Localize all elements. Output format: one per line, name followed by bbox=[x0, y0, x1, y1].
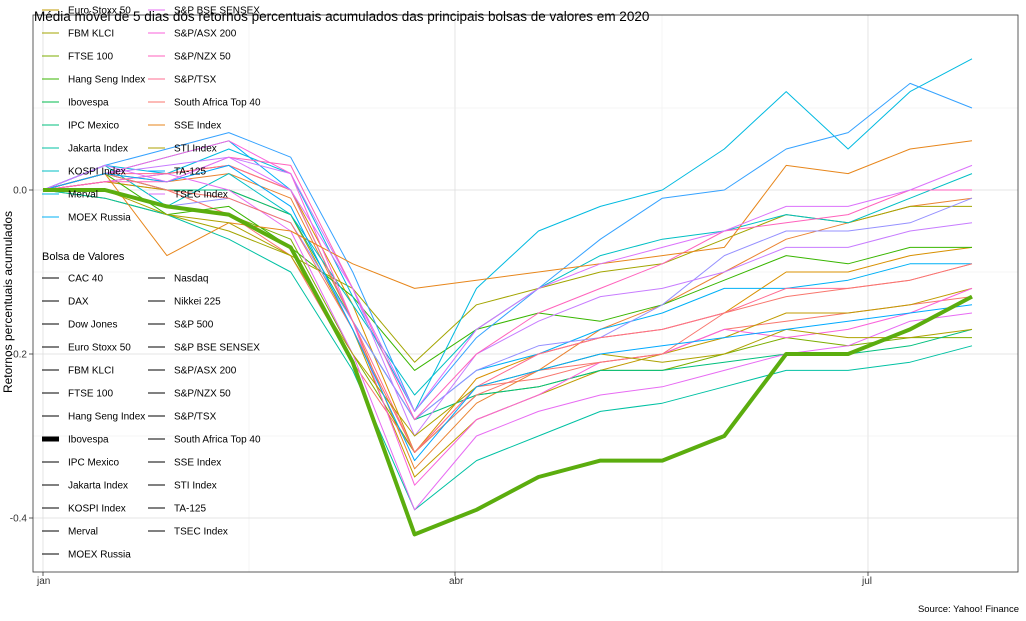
legend-width-label: FTSE 100 bbox=[68, 389, 113, 400]
series-line-ta-125 bbox=[42, 164, 973, 462]
legend-color-label: S&P/TSX bbox=[174, 75, 217, 86]
legend-width-label: FBM KLCI bbox=[68, 366, 114, 377]
axis-ticks: jan abr jul 0.0 -0.2 -0.4 bbox=[10, 186, 872, 588]
legend-title: Bolsa de Valores bbox=[42, 251, 125, 263]
series-line-s-p-500 bbox=[42, 156, 973, 437]
legend-width-label: Jakarta Index bbox=[68, 481, 128, 492]
legend-width-label: STI Index bbox=[174, 481, 217, 492]
legend-color-label: FBM KLCI bbox=[68, 29, 114, 40]
legend-color-label: TSEC Index bbox=[174, 190, 228, 201]
legend-width-label: Hang Seng Index bbox=[68, 412, 145, 423]
y-tick-label: -0.2 bbox=[10, 350, 28, 361]
legend-color-label: MOEX Russia bbox=[68, 213, 131, 224]
legend-color-label: FTSE 100 bbox=[68, 52, 113, 63]
legend-width-label: S&P 500 bbox=[174, 320, 214, 331]
legend-width-label: MOEX Russia bbox=[68, 550, 131, 561]
legend-color-label: TA-125 bbox=[174, 167, 206, 178]
legend-width-label: Ibovespa bbox=[68, 435, 109, 446]
series-line-sse-index bbox=[42, 140, 973, 289]
legend-width-label: CAC 40 bbox=[68, 274, 103, 285]
series-line-nasdaq bbox=[42, 82, 973, 412]
series-line-nikkei-225 bbox=[43, 189, 973, 421]
series-line-ibovespa-highlight bbox=[43, 188, 973, 537]
chart-title: Média móvel de 5 dias dos retornos perce… bbox=[34, 9, 649, 24]
y-tick-label: -0.4 bbox=[10, 514, 28, 525]
legend-color-label: Ibovespa bbox=[68, 98, 109, 109]
x-tick-label: jan bbox=[36, 576, 50, 587]
legend-width-label: DAX bbox=[68, 297, 89, 308]
legend-color-label: Jakarta Index bbox=[68, 144, 128, 155]
legend-color-label: Hang Seng Index bbox=[68, 75, 145, 86]
legend-width-label: S&P/ASX 200 bbox=[174, 366, 237, 377]
legend-color-label: Euro Stoxx 50 bbox=[68, 6, 131, 17]
legend-width-label: TSEC Index bbox=[174, 527, 228, 538]
legend-color-label: S&P/ASX 200 bbox=[174, 29, 237, 40]
x-tick-label: abr bbox=[449, 576, 464, 587]
legend-color-label: KOSPI Index bbox=[68, 167, 126, 178]
legend-width-label: Euro Stoxx 50 bbox=[68, 343, 131, 354]
series-lines bbox=[42, 58, 973, 537]
legend-color-label: S&P/NZX 50 bbox=[174, 52, 231, 63]
legend-width-label: TA-125 bbox=[174, 504, 206, 515]
legend-width: CAC 40 DAX Dow Jones Euro Stoxx 50 FBM KLCI F… bbox=[42, 274, 261, 561]
series-line-jakarta-index bbox=[42, 189, 973, 511]
y-tick-label: 0.0 bbox=[13, 186, 27, 197]
source-caption: Source: Yahoo! Finance bbox=[918, 604, 1019, 615]
legend-width-label: S&P/TSX bbox=[174, 412, 217, 423]
y-axis-title: Retornos percentuais acumulados bbox=[1, 211, 15, 393]
legend-width-label: South Africa Top 40 bbox=[174, 435, 261, 446]
legend-width-label: S&P/NZX 50 bbox=[174, 389, 231, 400]
legend-color-label: S&P BSE SENSEX bbox=[174, 6, 260, 17]
legend-color-label: IPC Mexico bbox=[68, 121, 120, 132]
legend-color-label: STI Index bbox=[174, 144, 217, 155]
legend-width-label: IPC Mexico bbox=[68, 458, 120, 469]
legend-color: Euro Stoxx 50 FBM KLCI FTSE 100 Hang Seng I… bbox=[42, 6, 261, 224]
legend-width-label: S&P BSE SENSEX bbox=[174, 343, 260, 354]
series-line-south-africa-top-40 bbox=[42, 173, 973, 453]
x-tick-label: jul bbox=[861, 576, 872, 587]
legend-width-label: SSE Index bbox=[174, 458, 221, 469]
legend-color-label: South Africa Top 40 bbox=[174, 98, 261, 109]
series-line-tsec-index bbox=[42, 156, 973, 412]
series-line-s-p-bse-sensex bbox=[42, 173, 973, 511]
legend-color-label: SSE Index bbox=[174, 121, 221, 132]
legend-width-label: Merval bbox=[68, 527, 98, 538]
legend-width-label: Dow Jones bbox=[68, 320, 117, 331]
legend-width-label: KOSPI Index bbox=[68, 504, 126, 515]
plot-panel-border bbox=[32, 14, 1019, 573]
legend-color-label: Merval bbox=[68, 190, 98, 201]
legend-width-label: Nikkei 225 bbox=[174, 297, 221, 308]
legend-width-label: Nasdaq bbox=[174, 274, 208, 285]
